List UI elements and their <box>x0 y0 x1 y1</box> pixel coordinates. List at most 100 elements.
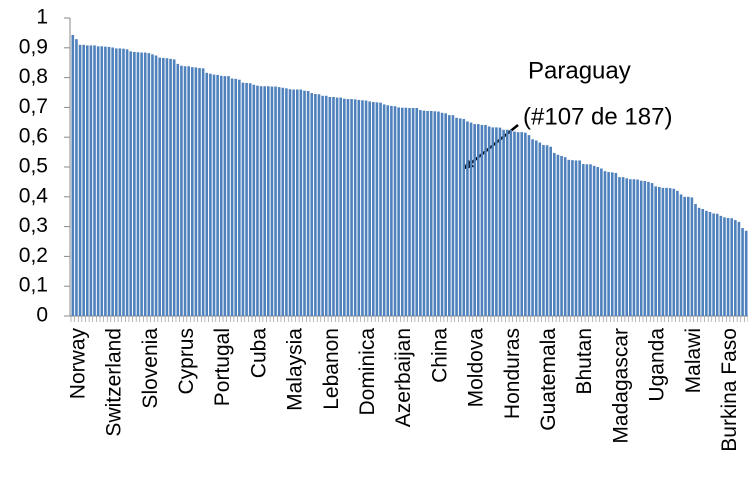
x-tick-label: Madagascar <box>609 328 632 444</box>
bar <box>429 110 433 316</box>
bar <box>393 106 397 316</box>
bar <box>415 107 419 316</box>
bar <box>448 115 451 316</box>
bar <box>194 67 198 316</box>
bar <box>154 55 158 316</box>
bar <box>690 197 694 316</box>
bar <box>567 159 571 316</box>
bar <box>694 203 697 316</box>
bar <box>571 160 574 316</box>
x-tick-label: Moldova <box>465 328 488 408</box>
bar <box>592 165 596 316</box>
bar <box>426 110 429 316</box>
bar <box>629 179 632 316</box>
bar <box>603 171 607 316</box>
bar <box>205 72 209 316</box>
bar <box>676 190 679 316</box>
bar <box>574 160 578 316</box>
bar <box>618 177 621 316</box>
bar <box>223 76 227 316</box>
bar <box>104 46 107 316</box>
bar <box>636 179 639 316</box>
x-tick-label: Azerbaijan <box>392 328 415 427</box>
bar <box>397 107 400 317</box>
bar <box>111 47 114 316</box>
bar <box>267 86 270 316</box>
bar <box>444 113 448 316</box>
bar <box>118 48 122 317</box>
bar <box>495 127 498 316</box>
bar <box>581 164 585 316</box>
bar <box>404 107 408 316</box>
bar <box>705 210 708 316</box>
bar <box>715 213 719 316</box>
bar <box>625 178 629 316</box>
bar <box>158 57 162 316</box>
bar <box>371 102 375 316</box>
bar <box>534 140 538 316</box>
bar <box>560 155 563 316</box>
bar <box>484 124 487 317</box>
bar <box>303 90 306 316</box>
bar <box>422 110 426 316</box>
bar <box>647 181 650 316</box>
bar <box>462 119 466 316</box>
bar <box>502 129 505 316</box>
bar <box>321 95 324 316</box>
bar <box>96 46 100 317</box>
bar <box>328 96 332 316</box>
bar <box>737 221 741 316</box>
bar <box>708 211 712 316</box>
bar <box>643 181 647 316</box>
bar <box>607 172 610 316</box>
bar <box>114 48 118 317</box>
bar <box>241 82 245 316</box>
x-tick-label: Honduras <box>501 328 524 419</box>
x-tick-label: Norway <box>66 328 89 400</box>
bar <box>281 87 285 317</box>
bar <box>361 100 364 316</box>
annotation: (#107 de 187) <box>523 103 672 130</box>
y-tick-label: 1 <box>36 6 48 29</box>
bar <box>726 217 730 316</box>
bar <box>252 84 256 316</box>
bar <box>476 124 480 316</box>
bar <box>400 107 404 316</box>
bar <box>209 73 212 316</box>
bar <box>386 105 390 317</box>
bar <box>513 131 516 316</box>
bar <box>487 126 491 316</box>
bar <box>545 145 549 316</box>
bar <box>390 105 393 316</box>
bar <box>712 213 715 316</box>
bar <box>346 99 350 316</box>
y-tick-label: 0,1 <box>19 274 48 297</box>
bar <box>75 39 78 317</box>
bar <box>201 68 205 316</box>
bar <box>353 99 357 316</box>
bar <box>332 96 335 316</box>
bar <box>556 154 560 316</box>
bar <box>455 117 458 316</box>
bar <box>368 101 371 316</box>
bar <box>498 127 502 316</box>
bar <box>227 76 230 316</box>
bar <box>350 99 353 316</box>
bar <box>270 86 274 316</box>
bar <box>82 44 85 316</box>
bar <box>480 124 484 317</box>
bar <box>672 188 676 316</box>
bar <box>78 44 82 316</box>
bar <box>419 110 422 316</box>
bar <box>256 85 259 316</box>
bar <box>107 46 111 316</box>
bar <box>295 89 299 317</box>
bar <box>538 142 542 316</box>
bar <box>650 183 654 316</box>
bar <box>212 74 216 317</box>
bar <box>292 89 295 317</box>
x-tick-label: Malawi <box>682 328 705 393</box>
bar <box>299 89 303 317</box>
x-tick-label: Dominica <box>356 328 379 416</box>
bar <box>310 93 314 316</box>
